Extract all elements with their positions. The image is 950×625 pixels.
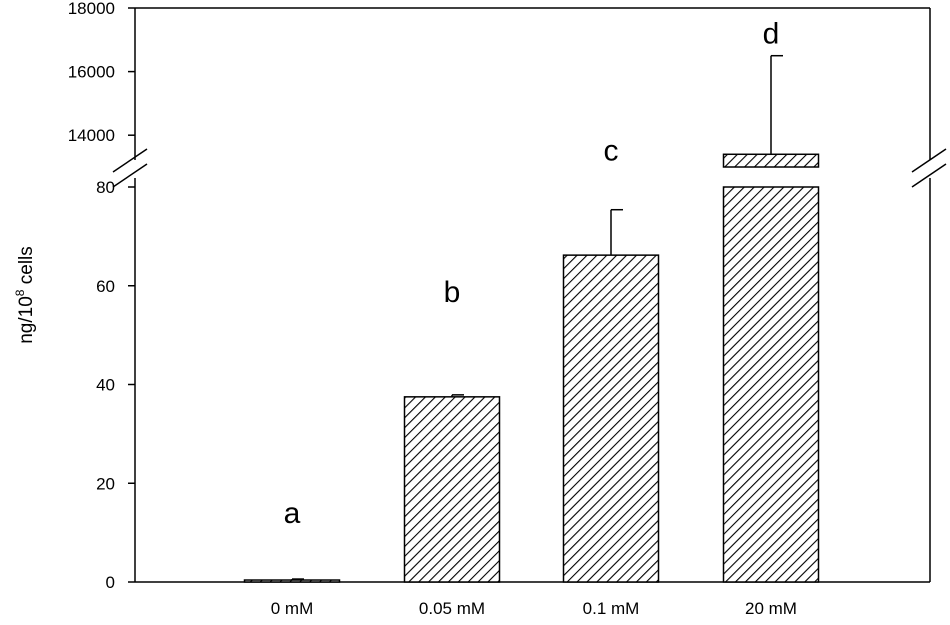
right-break-mark-lower	[911, 163, 947, 188]
x-tick-label: 0.05 mM	[419, 599, 485, 618]
significance-label: b	[444, 276, 461, 309]
y-axis-label-superscript: 8	[13, 289, 27, 296]
bar-upper-segment	[722, 153, 820, 168]
x-tick-label: 0 mM	[271, 599, 314, 618]
left-break-mark-upper	[112, 148, 148, 173]
y-tick-label: 40	[96, 376, 115, 395]
right-break-mark-upper	[911, 148, 947, 173]
significance-label: a	[284, 497, 301, 530]
x-tick-label: 0.1 mM	[583, 599, 640, 618]
y-ticks: 0 20 40 60 80 14000 16000 18000	[68, 0, 135, 592]
y-tick-label: 14000	[68, 126, 115, 145]
y-tick-label: 16000	[68, 63, 115, 82]
y-tick-label: 60	[96, 277, 115, 296]
y-tick-label: 20	[96, 474, 115, 493]
bar	[562, 254, 660, 583]
bar	[403, 396, 501, 583]
axis-break-marks	[112, 148, 947, 188]
y-axis-label-suffix: cells	[16, 246, 37, 289]
category-labels: 0 mM 0.05 mM 0.1 mM 20 mM	[271, 599, 797, 618]
left-break-mark-lower	[112, 163, 148, 188]
bar	[722, 186, 820, 583]
y-tick-label: 80	[96, 178, 115, 197]
y-axis-label: ng/108 cells	[13, 246, 37, 344]
y-tick-label: 18000	[68, 0, 115, 18]
bar	[243, 579, 341, 583]
bars: a b c d	[243, 18, 820, 583]
significance-label: d	[763, 18, 780, 51]
significance-label: c	[604, 134, 619, 167]
x-tick-label: 20 mM	[745, 599, 797, 618]
y-tick-label: 0	[106, 573, 115, 592]
y-axis-label-main: ng/10	[16, 296, 37, 344]
